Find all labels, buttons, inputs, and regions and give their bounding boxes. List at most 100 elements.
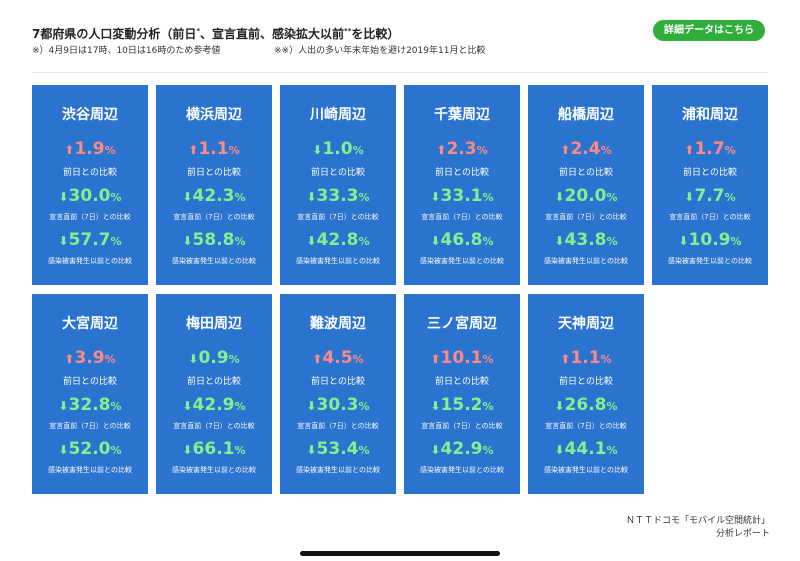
- change-value-1: ⬇0.9%: [156, 348, 272, 368]
- change-value-2: ⬇42.9%: [156, 395, 272, 415]
- percent-sign: %: [234, 400, 246, 413]
- footnote-2: ※※）人出の多い年末年始を避け2019年11月と比較: [274, 46, 486, 56]
- percent-sign: %: [476, 144, 488, 157]
- area-name: 天神周辺: [558, 316, 614, 332]
- percent-sign: %: [358, 400, 370, 413]
- arrow-down-icon: ⬇: [306, 190, 317, 204]
- change-value-1: ⬆1.1%: [156, 139, 272, 159]
- source-line-2: 分析レポート: [715, 529, 770, 539]
- comparison-label: 宣言直前（7日）との比較: [297, 422, 379, 430]
- comparison-label: 宣言直前（7日）との比較: [421, 213, 503, 221]
- percent-sign: %: [482, 353, 494, 366]
- change-value-2: ⬇30.3%: [280, 395, 396, 415]
- percent-sign: %: [110, 400, 122, 413]
- change-value-1: ⬆10.1%: [404, 348, 520, 368]
- percent-sign: %: [730, 235, 742, 248]
- percent-sign: %: [606, 444, 618, 457]
- change-value-1: ⬆1.9%: [32, 139, 148, 159]
- divider: [32, 72, 768, 73]
- percent-sign: %: [104, 353, 116, 366]
- change-number: 20.0: [564, 186, 607, 206]
- change-number: 1.7: [694, 139, 725, 159]
- arrow-down-icon: ⬇: [182, 234, 193, 248]
- change-value-2: ⬇20.0%: [528, 186, 644, 206]
- change-number: 4.5: [322, 348, 353, 368]
- change-value-1: ⬆1.7%: [652, 139, 768, 159]
- area-name: 難波周辺: [310, 316, 366, 332]
- comparison-label: 宣言直前（7日）との比較: [421, 422, 503, 430]
- change-value-1: ⬆1.1%: [528, 348, 644, 368]
- arrow-down-icon: ⬇: [430, 443, 441, 457]
- comparison-label: 前日との比較: [559, 377, 613, 387]
- change-value-3: ⬇52.0%: [32, 439, 148, 459]
- source-credit: ＮＴＴドコモ「モバイル空間統計」 分析レポート: [610, 515, 770, 541]
- arrow-down-icon: ⬇: [58, 190, 69, 204]
- percent-sign: %: [110, 235, 122, 248]
- change-number: 33.1: [440, 186, 483, 206]
- arrow-down-icon: ⬇: [188, 352, 199, 366]
- change-value-3: ⬇53.4%: [280, 439, 396, 459]
- change-value-1: ⬆2.3%: [404, 139, 520, 159]
- change-number: 1.1: [570, 348, 601, 368]
- area-card: 天神周辺 ⬆1.1% 前日との比較 ⬇26.8% 宣言直前（7日）との比較 ⬇44.1% 感…: [528, 294, 644, 494]
- comparison-label: 宣言直前（7日）との比較: [49, 213, 131, 221]
- percent-sign: %: [110, 191, 122, 204]
- percent-sign: %: [606, 191, 618, 204]
- arrow-up-icon: ⬆: [312, 352, 323, 366]
- comparison-label: 宣言直前（7日）との比較: [545, 213, 627, 221]
- percent-sign: %: [352, 353, 364, 366]
- change-value-2: ⬇33.1%: [404, 186, 520, 206]
- comparison-label: 感染被害発生以前との比較: [420, 257, 504, 265]
- area-name: 船橋周辺: [558, 107, 614, 123]
- change-value-2: ⬇32.8%: [32, 395, 148, 415]
- percent-sign: %: [358, 191, 370, 204]
- arrow-up-icon: ⬆: [560, 143, 571, 157]
- arrow-up-icon: ⬆: [64, 143, 75, 157]
- change-value-3: ⬇46.8%: [404, 230, 520, 250]
- change-number: 10.9: [688, 230, 731, 250]
- change-value-2: ⬇42.3%: [156, 186, 272, 206]
- arrow-down-icon: ⬇: [430, 399, 441, 413]
- comparison-label: 前日との比較: [63, 377, 117, 387]
- percent-sign: %: [482, 444, 494, 457]
- arrow-down-icon: ⬇: [182, 399, 193, 413]
- comparison-label: 前日との比較: [435, 377, 489, 387]
- area-name: 横浜周辺: [186, 107, 242, 123]
- comparison-label: 前日との比較: [559, 168, 613, 178]
- comparison-label: 前日との比較: [311, 377, 365, 387]
- area-name: 大宮周辺: [62, 316, 118, 332]
- page-title: 7都府県の人口変動分析（前日*、宣言直前、感染拡大以前**を比較）: [32, 27, 400, 41]
- change-value-3: ⬇58.8%: [156, 230, 272, 250]
- area-card: 千葉周辺 ⬆2.3% 前日との比較 ⬇33.1% 宣言直前（7日）との比較 ⬇46.8% 感…: [404, 85, 520, 285]
- change-value-3: ⬇66.1%: [156, 439, 272, 459]
- area-card: 難波周辺 ⬆4.5% 前日との比較 ⬇30.3% 宣言直前（7日）との比較 ⬇53.4% 感…: [280, 294, 396, 494]
- arrow-down-icon: ⬇: [306, 399, 317, 413]
- change-number: 7.7: [694, 186, 725, 206]
- percent-sign: %: [228, 353, 240, 366]
- arrow-down-icon: ⬇: [554, 399, 565, 413]
- percent-sign: %: [724, 144, 736, 157]
- comparison-label: 感染被害発生以前との比較: [296, 466, 380, 474]
- change-value-2: ⬇15.2%: [404, 395, 520, 415]
- change-number: 58.8: [192, 230, 235, 250]
- footnote-1: ※）4月9日は17時、10日は16時のため参考値: [32, 46, 221, 56]
- change-value-1: ⬆4.5%: [280, 348, 396, 368]
- change-value-3: ⬇10.9%: [652, 230, 768, 250]
- change-number: 26.8: [564, 395, 607, 415]
- change-number: 1.9: [74, 139, 105, 159]
- change-value-2: ⬇30.0%: [32, 186, 148, 206]
- change-value-1: ⬇1.0%: [280, 139, 396, 159]
- change-number: 33.3: [316, 186, 359, 206]
- arrow-down-icon: ⬇: [312, 143, 323, 157]
- change-value-3: ⬇43.8%: [528, 230, 644, 250]
- percent-sign: %: [352, 144, 364, 157]
- comparison-label: 前日との比較: [435, 168, 489, 178]
- area-card: 船橋周辺 ⬆2.4% 前日との比較 ⬇20.0% 宣言直前（7日）との比較 ⬇43.8% 感…: [528, 85, 644, 285]
- area-card: 渋谷周辺 ⬆1.9% 前日との比較 ⬇30.0% 宣言直前（7日）との比較 ⬇57.7% 感…: [32, 85, 148, 285]
- detail-data-button[interactable]: 詳細データはこちら: [653, 20, 765, 41]
- home-indicator: [300, 551, 500, 556]
- change-value-2: ⬇26.8%: [528, 395, 644, 415]
- change-number: 32.8: [68, 395, 111, 415]
- comparison-label: 感染被害発生以前との比較: [420, 466, 504, 474]
- change-number: 43.8: [564, 230, 607, 250]
